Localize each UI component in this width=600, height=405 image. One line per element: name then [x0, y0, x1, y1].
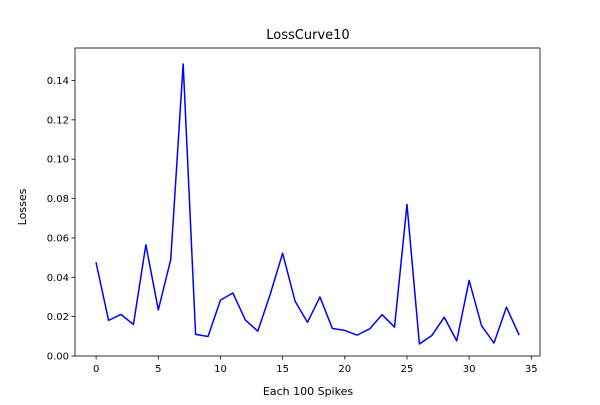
- x-tick-label: 15: [276, 364, 289, 375]
- x-tick-label: 10: [214, 364, 227, 375]
- x-tick-label: 20: [338, 364, 351, 375]
- x-axis-label: Each 100 Spikes: [263, 385, 353, 398]
- y-tick-label: 0.02: [47, 312, 69, 323]
- y-axis-label: Losses: [16, 188, 29, 225]
- x-tick-label: 30: [463, 364, 476, 375]
- chart-title: LossCurve10: [266, 28, 349, 43]
- y-tick-label: 0.06: [47, 233, 69, 244]
- x-tick-label: 5: [155, 364, 161, 375]
- plot-frame: [74, 47, 541, 357]
- y-tick-label: 0.04: [47, 273, 69, 284]
- y-tick-label: 0.10: [47, 155, 69, 166]
- y-tick-label: 0.12: [47, 115, 69, 126]
- plot-area: 0 5 10 15 20 25 30 35 0.00 0.02 0.04 0.06 0.08 0.10 0.…: [47, 47, 541, 375]
- y-tick-label: 0.14: [47, 76, 69, 87]
- series-line-0: [95, 63, 520, 345]
- y-tick-label: 0.00: [47, 352, 69, 363]
- x-tick-label: 0: [93, 364, 99, 375]
- x-tick-label: 25: [401, 364, 414, 375]
- x-tick-label: 35: [525, 364, 538, 375]
- y-tick-label: 0.08: [47, 194, 69, 205]
